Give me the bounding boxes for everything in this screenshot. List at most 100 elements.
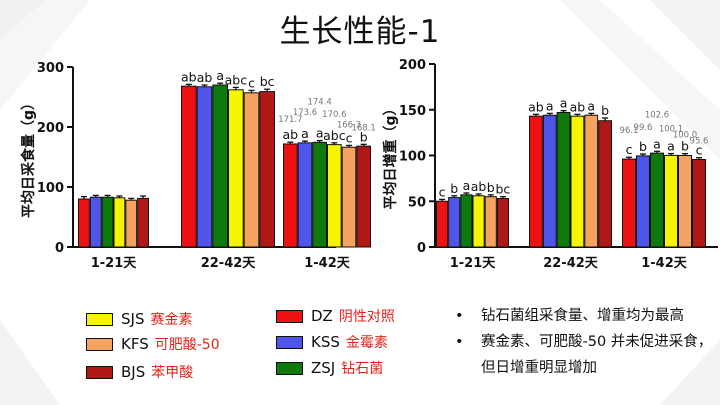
- gain-y-axis-label: 平均日增重（g）: [382, 101, 399, 209]
- legend-name-dz: 阴性对照: [338, 309, 395, 325]
- legend-code-kss: KSS: [311, 333, 340, 351]
- bullet-dot-icon: •: [455, 308, 464, 324]
- legend-code-kfs: KFS: [121, 335, 149, 353]
- gain-bar-dz: [622, 158, 636, 248]
- intake-significance-letter: ab: [181, 69, 197, 84]
- intake-bar-bjs: [356, 145, 372, 248]
- gain-value-label: 100.0: [673, 131, 697, 141]
- legend-swatch-dz: [276, 309, 303, 323]
- gain-bar-kfs: [484, 196, 497, 248]
- intake-value-label: 170.6: [322, 110, 346, 120]
- intake-bar-zsj: [212, 84, 228, 248]
- intake-bar-sjs: [113, 197, 126, 248]
- intake-significance-letter: bc: [260, 74, 275, 89]
- intake-significance-letter: a: [316, 126, 324, 141]
- intake-bar-bjs: [137, 197, 150, 248]
- bullet-text: 赛金素、可肥酸-50 并未促进采食，: [481, 334, 713, 350]
- legend-item-kss: KSS 金霉素: [276, 332, 388, 352]
- gain-significance-letter: c: [439, 184, 446, 199]
- gain-significance-letter: a: [463, 178, 471, 193]
- intake-x-tick-label: 22-42天: [201, 256, 257, 271]
- conclusion-bullets: • 钻石菌组采食量、增重均为最高 • 赛金素、可肥酸-50 并未促进采食， 但日…: [455, 303, 712, 381]
- gain-y-tick-label: 50: [408, 195, 426, 210]
- intake-y-tick-label: 200: [37, 121, 64, 136]
- gain-bar-zsj: [650, 152, 664, 248]
- intake-bar-kfs: [125, 199, 138, 248]
- gain-bar-kfs: [678, 155, 692, 248]
- gain-y-tick-label: 0: [417, 241, 426, 256]
- legend-swatch-kfs: [86, 337, 113, 351]
- gain-significance-letter: ab: [570, 99, 586, 114]
- legend-name-zsj: 钻石菌: [341, 361, 384, 377]
- bullet-item: • 钻石菌组采食量、增重均为最高: [455, 303, 712, 329]
- intake-y-tick-label: 100: [37, 181, 64, 196]
- legend-code-zsj: ZSJ: [311, 359, 336, 377]
- intake-y-tick-label: 0: [55, 241, 64, 256]
- gain-y-tick-label: 150: [399, 104, 426, 119]
- gain-bar-kss: [542, 114, 557, 248]
- intake-bar-kss: [89, 196, 102, 248]
- gain-x-tick-label: 22-42天: [543, 256, 599, 271]
- gain-value-label: 95.6: [690, 137, 709, 147]
- bullet-continuation: 但日增重明显增加: [481, 360, 597, 376]
- legend-name-kss: 金霉素: [345, 335, 388, 351]
- legend-name-kfs: 可肥酸-50: [154, 337, 220, 353]
- legend-name-sjs: 赛金素: [150, 312, 193, 328]
- intake-y-tick-label: 300: [37, 61, 64, 76]
- intake-bar-zsj: [312, 141, 328, 248]
- bullet-item: • 赛金素、可肥酸-50 并未促进采食，: [455, 329, 712, 355]
- intake-value-label: 168.1: [351, 123, 375, 133]
- gain-y-tick-label: 200: [399, 58, 426, 73]
- intake-x-tick-label: 1-21天: [91, 256, 138, 271]
- bullet-text: 钻石菌组采食量、增重均为最高: [481, 308, 684, 324]
- gain-bar-bjs: [692, 159, 706, 248]
- legend-code-bjs: BJS: [121, 363, 146, 381]
- gain-significance-letter: ab: [528, 99, 544, 114]
- gain-bar-sjs: [570, 115, 585, 248]
- legend-code-dz: DZ: [311, 307, 333, 325]
- intake-value-label: 171.7: [278, 115, 302, 125]
- intake-significance-letter: b: [360, 129, 368, 144]
- intake-significance-letter: abc: [323, 128, 346, 143]
- intake-significance-letter: ab: [283, 127, 299, 142]
- gain-bar-sjs: [664, 154, 678, 248]
- gain-value-label: 96.1: [620, 126, 639, 136]
- gain-bar-bjs: [496, 198, 510, 248]
- gain-x-tick-label: 1-42天: [641, 256, 688, 271]
- legend-item-kfs: KFS 可肥酸-50: [86, 334, 220, 354]
- intake-significance-letter: a: [216, 68, 224, 83]
- gain-bar-zsj: [460, 194, 473, 248]
- legend-swatch-bjs: [86, 365, 113, 379]
- gain-significance-letter: bc: [496, 182, 511, 197]
- legend-item-bjs: BJS 苯甲酸: [86, 362, 193, 382]
- intake-bar-kfs: [341, 146, 357, 248]
- gain-y-tick-label: 100: [399, 150, 426, 165]
- gain-bar-dz: [436, 200, 449, 248]
- intake-significance-letter: a: [301, 126, 309, 141]
- gain-significance-letter: a: [587, 98, 595, 113]
- legend-swatch-kss: [276, 335, 303, 349]
- intake-bar-kss: [196, 86, 213, 248]
- intake-y-axis-label: 平均日采食量（g）: [20, 96, 37, 218]
- intake-significance-letter: ab: [197, 70, 213, 85]
- intake-value-label: 166.3: [337, 120, 361, 130]
- gain-bar-zsj: [556, 111, 571, 248]
- legend-item-sjs: SJS 赛金素: [86, 309, 192, 329]
- intake-bar-dz: [78, 198, 90, 248]
- legend-swatch-zsj: [276, 361, 303, 375]
- gain-significance-letter: b: [450, 181, 458, 196]
- intake-value-label: 173.6: [293, 108, 317, 118]
- gain-significance-letter: b: [681, 139, 689, 154]
- gain-significance-letter: b: [639, 139, 647, 154]
- intake-bar-kfs: [243, 92, 260, 248]
- legend-name-bjs: 苯甲酸: [151, 365, 194, 381]
- gain-significance-letter: ab: [471, 179, 487, 194]
- legend-code-sjs: SJS: [121, 310, 145, 328]
- intake-bar-sjs: [228, 89, 244, 248]
- gain-significance-letter: a: [546, 98, 554, 113]
- legend-swatch-sjs: [86, 312, 113, 326]
- gain-significance-letter: a: [667, 139, 675, 154]
- gain-significance-letter: b: [601, 103, 609, 118]
